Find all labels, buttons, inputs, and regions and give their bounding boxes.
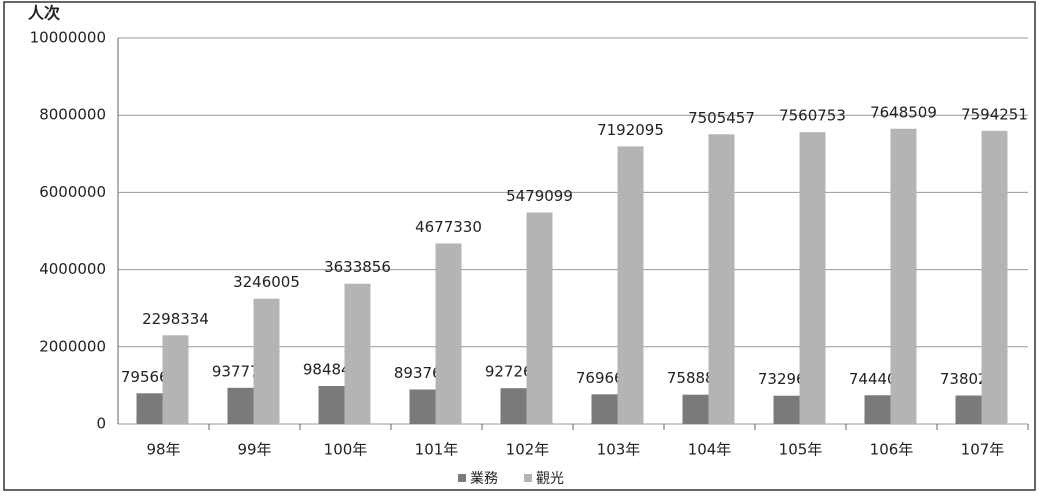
bar xyxy=(864,395,891,424)
data-label: 7594251 xyxy=(961,105,1028,123)
bar xyxy=(227,387,254,424)
data-label: 7505457 xyxy=(688,109,755,127)
bar xyxy=(591,394,618,424)
bar xyxy=(435,243,462,424)
legend-swatch xyxy=(524,474,532,482)
x-tick-label: 105年 xyxy=(779,441,823,459)
bar xyxy=(409,389,436,424)
bar xyxy=(708,134,735,424)
bar xyxy=(162,335,189,424)
legend-label: 業務 xyxy=(470,471,498,487)
data-label: 3633856 xyxy=(324,258,391,276)
bar xyxy=(526,212,553,424)
y-tick-label: 4000000 xyxy=(39,260,106,278)
x-tick-label: 103年 xyxy=(597,441,641,459)
x-tick-label: 107年 xyxy=(961,441,1005,459)
data-label: 7192095 xyxy=(597,121,664,139)
data-label: 2298334 xyxy=(142,310,209,328)
bar xyxy=(955,395,982,424)
bar xyxy=(981,130,1008,424)
data-label: 5479099 xyxy=(506,187,573,205)
bar xyxy=(617,146,644,424)
y-tick-label: 8000000 xyxy=(39,106,106,124)
y-axis-title: 人次 xyxy=(28,4,60,23)
bar xyxy=(253,298,280,424)
legend-swatch xyxy=(458,474,466,482)
bar xyxy=(890,128,917,424)
x-tick-label: 101年 xyxy=(415,441,459,459)
y-tick-label: 10000000 xyxy=(30,29,106,47)
x-tick-label: 99年 xyxy=(237,441,271,459)
x-tick-label: 100年 xyxy=(324,441,368,459)
bar xyxy=(136,393,163,424)
y-tick-label: 0 xyxy=(96,415,106,433)
y-tick-label: 6000000 xyxy=(39,183,106,201)
x-tick-label: 98年 xyxy=(146,441,180,459)
x-tick-label: 104年 xyxy=(688,441,732,459)
x-tick-label: 106年 xyxy=(870,441,914,459)
legend-label: 觀光 xyxy=(536,471,564,487)
bar xyxy=(682,394,709,424)
x-tick-label: 102年 xyxy=(506,441,550,459)
bar xyxy=(500,388,527,424)
bar xyxy=(773,395,800,424)
bar xyxy=(799,132,826,424)
data-label: 3246005 xyxy=(233,273,300,291)
y-tick-label: 2000000 xyxy=(39,337,106,355)
data-label: 7648509 xyxy=(870,103,937,121)
data-label: 4677330 xyxy=(415,218,482,236)
data-label: 7560753 xyxy=(779,107,846,125)
bar xyxy=(344,283,371,424)
bar xyxy=(318,385,345,424)
